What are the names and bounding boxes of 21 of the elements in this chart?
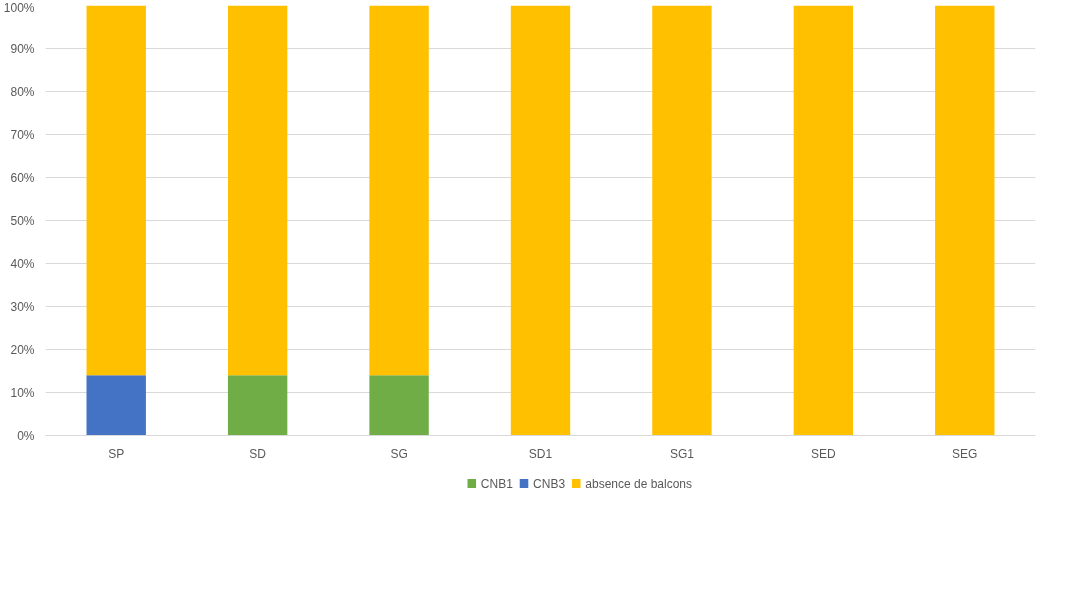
x-tick-label: SED [811, 446, 837, 461]
x-tick-label: SG1 [669, 446, 695, 461]
y-tick-label: 60% [10, 170, 35, 185]
y-tick-label: 80% [10, 84, 35, 99]
x-tick-label: SG [390, 446, 408, 461]
y-tick-label: 0% [17, 428, 35, 443]
y-tick-label: 40% [10, 256, 35, 271]
y-tick-label: 50% [10, 213, 35, 228]
legend-label: CNB3 [533, 476, 566, 491]
x-tick-label: SD1 [528, 446, 553, 461]
x-tick-label: SEG [952, 446, 978, 461]
legend-label: absence de balcons [585, 476, 693, 491]
y-tick-label: 90% [10, 41, 35, 56]
y-tick-label: 70% [10, 127, 35, 142]
y-tick-label: 100% [3, 0, 35, 15]
y-tick-label: 10% [10, 385, 35, 400]
y-tick-label: 20% [10, 342, 35, 357]
legend-label: CNB1 [480, 476, 514, 491]
x-tick-label: SP [108, 446, 125, 461]
x-tick-label: SD [249, 446, 267, 461]
y-tick-label: 30% [10, 299, 35, 314]
